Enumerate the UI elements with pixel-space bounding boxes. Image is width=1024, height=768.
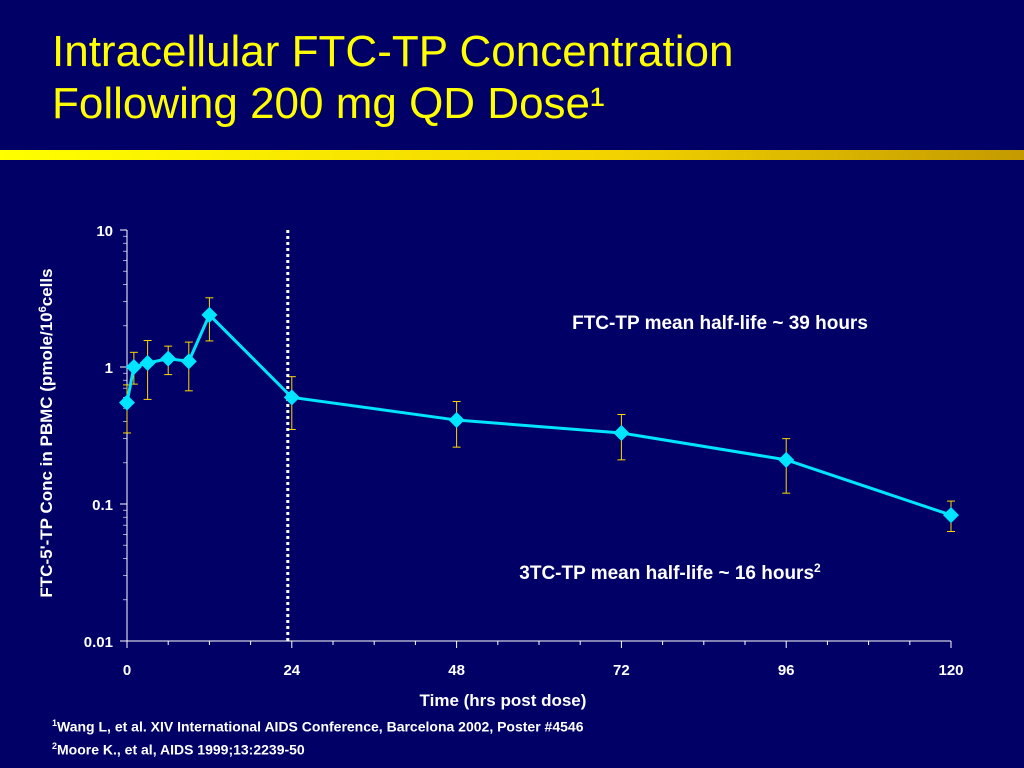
axes: 0.01 0.1 1 10 0 24 48 72 96 120 [84, 223, 964, 679]
series-line [125, 312, 952, 517]
annotation-ftc-half-life: FTC-TP mean half-life ~ 39 hours [572, 313, 868, 334]
data-point [139, 354, 156, 371]
y-axis-label-main: FTC-5'-TP Conc in PBMC (pmole/10 [37, 312, 56, 597]
x-tick-label: 120 [938, 662, 963, 679]
y-axis-label: FTC-5'-TP Conc in PBMC (pmole/106cells [37, 268, 56, 597]
data-point [943, 507, 959, 524]
annotation-3tc-sup: 2 [814, 561, 821, 575]
data-point [160, 350, 177, 367]
data-point [448, 412, 465, 429]
data-point [119, 394, 135, 411]
footnote-1: 1Wang L, et al. XIV International AIDS C… [52, 718, 584, 735]
x-tick-label: 72 [613, 662, 630, 679]
data-point [283, 389, 300, 406]
y-axis-label-sup: 6 [37, 306, 49, 312]
data-point [613, 424, 630, 441]
x-tick-label: 96 [778, 662, 795, 679]
data-point [778, 451, 795, 468]
y-tick-label: 1 [105, 360, 113, 377]
annotation-3tc-half-life: 3TC-TP mean half-life ~ 16 hours2 [519, 561, 821, 584]
error-bars [123, 297, 955, 532]
title-line-1: Intracellular FTC-TP Concentration [52, 27, 734, 76]
data-point [201, 306, 218, 323]
chart-labels: FTC-5'-TP Conc in PBMC (pmole/106cells T… [37, 268, 868, 710]
y-tick-label: 10 [96, 223, 113, 240]
y-tick-label: 0.01 [84, 634, 113, 651]
series-group [119, 306, 959, 524]
footnote-1-text: Wang L, et al. XIV International AIDS Co… [57, 718, 584, 735]
footnote-2: 2Moore K., et al, AIDS 1999;13:2239-50 [52, 741, 305, 758]
y-tick-label: 0.1 [92, 497, 113, 514]
title-divider [0, 150, 1024, 160]
x-tick-label: 48 [448, 662, 465, 679]
x-tick-label: 0 [123, 662, 131, 679]
y-axis-label-end: cells [37, 268, 56, 306]
x-tick-label: 24 [283, 662, 300, 679]
footnote-1-mark: 1 [52, 718, 58, 728]
footnote-2-mark: 2 [52, 741, 58, 751]
footnote-2-text: Moore K., et al, AIDS 1999;13:2239-50 [57, 741, 305, 758]
x-axis-label: Time (hrs post dose) [420, 691, 587, 710]
title-line-2: Following 200 mg QD Dose¹ [52, 79, 605, 128]
data-point [125, 359, 142, 375]
data-point [180, 353, 197, 370]
slide-title: Intracellular FTC-TP Concentration Follo… [52, 26, 992, 130]
